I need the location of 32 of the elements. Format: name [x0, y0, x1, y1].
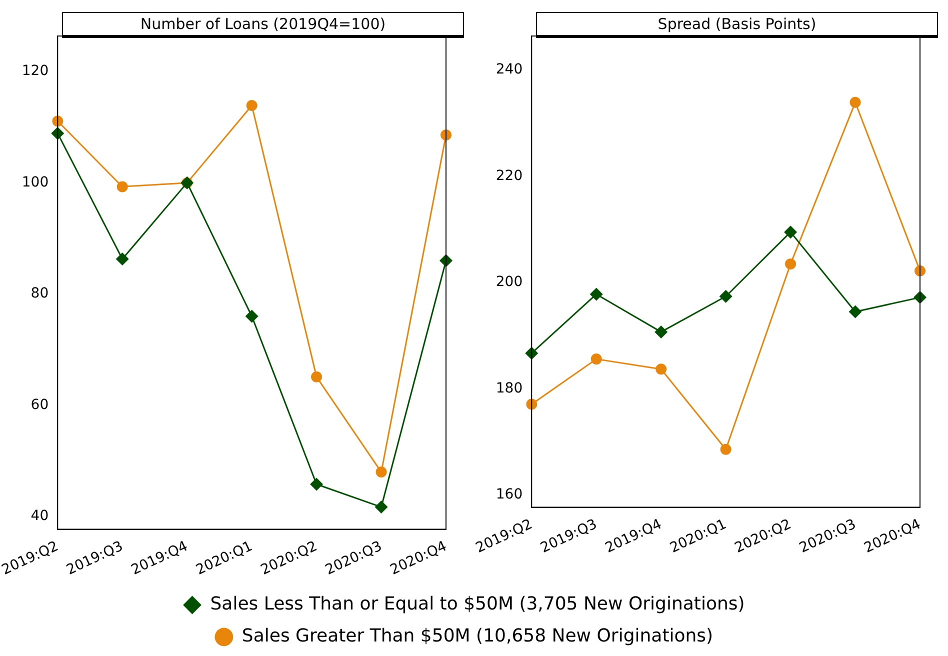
y-tick-label: 40 [30, 508, 49, 524]
legend-label: Sales Greater Than $50M (10,658 New Originations) [242, 626, 714, 647]
point [311, 371, 322, 382]
point [376, 466, 387, 478]
point [784, 226, 798, 239]
point [656, 364, 667, 375]
point [116, 181, 128, 192]
chart-title: Spread (Basis Points) [536, 12, 938, 38]
point [654, 325, 668, 338]
legend-label: Sales Less Than or Equal to $50M (3,705 New Originations) [210, 594, 745, 615]
point [310, 478, 324, 491]
point [590, 288, 603, 301]
y-tick-label: 240 [496, 62, 523, 78]
point [245, 310, 258, 323]
y-tick-label: 200 [496, 274, 523, 290]
y-tick-label: 220 [496, 168, 523, 184]
y-tick-label: 100 [22, 174, 49, 190]
y-tick-label: 160 [496, 486, 523, 503]
point [116, 252, 129, 266]
point [719, 290, 732, 303]
chart-title: Number of Loans (2019Q4=100) [62, 12, 464, 38]
point [850, 96, 861, 108]
y-tick-label: 180 [496, 380, 523, 396]
point [848, 305, 862, 318]
y-tick-label: 60 [30, 396, 49, 413]
y-tick-label: 80 [30, 286, 49, 302]
point [590, 354, 602, 365]
point [785, 258, 796, 270]
y-tick-label: 120 [22, 63, 49, 80]
point [246, 100, 258, 112]
point [720, 444, 732, 455]
point [374, 500, 388, 514]
